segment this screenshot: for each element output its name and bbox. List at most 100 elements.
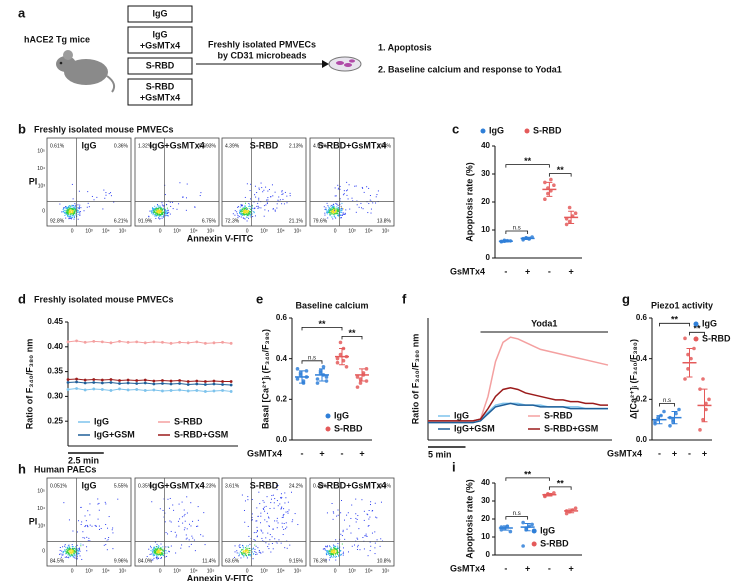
event-dot [154,541,156,543]
event-dot [245,210,247,212]
data-point [100,381,104,385]
event-dot [341,217,343,219]
event-dot [249,208,251,210]
event-dot [337,213,339,215]
x-tick-label: 0 [71,228,74,234]
event-dot [267,516,269,518]
event-dot [340,206,342,208]
data-point [364,379,369,383]
event-dot [239,212,241,214]
x-tick-label: + [568,266,573,276]
event-dot [358,528,360,530]
data-point [83,381,87,385]
event-dot [162,550,164,552]
event-dot [241,549,243,551]
event-dot [64,211,66,213]
event-dot [243,208,245,210]
event-dot [336,210,338,212]
x-tick-label: 0 [159,228,162,234]
event-dot [332,550,334,552]
quadrant-value: 5.55% [114,483,129,489]
event-dot [329,553,331,555]
y-tick-label: 0.45 [47,317,63,326]
event-dot [82,531,84,533]
event-dot [374,553,376,555]
event-dot [259,503,261,505]
event-dot [277,505,279,507]
event-dot [247,212,249,214]
event-dot [67,215,69,217]
data-point [75,387,78,390]
event-dot [164,208,166,210]
event-dot [251,513,253,515]
event-dot [163,207,165,209]
event-dot [166,555,168,557]
event-dot [232,213,234,215]
event-dot [256,530,258,532]
data-point [508,529,513,534]
y-axis-label: Ratio of F₃₄₀/F₃₈₀ nm [24,339,34,429]
event-dot [271,542,273,544]
quadrant-value: 21.1% [289,218,304,224]
event-dot [258,188,260,190]
event-dot [86,536,88,538]
y-tick-label: 0.4 [636,354,648,363]
event-dot [69,214,71,216]
event-dot [279,199,281,201]
event-dot [168,550,170,552]
event-dot [62,554,64,556]
event-dot [160,207,162,209]
event-dot [165,215,167,217]
event-dot [74,552,76,554]
series-line [67,387,232,392]
quadrant-value: 4.39% [225,143,240,149]
data-point [100,340,104,344]
event-dot [67,214,69,216]
event-dot [272,528,274,530]
event-dot [239,209,241,211]
x-tick-label: 10⁴ [365,228,373,234]
event-dot [325,553,327,555]
x-tick-label: + [672,448,677,458]
event-dot [156,208,158,210]
event-dot [337,543,339,545]
series-line [67,378,232,383]
event-dot [327,551,329,553]
event-dot [67,214,69,216]
event-dot [326,512,328,514]
event-dot [74,212,76,214]
event-dot [158,551,160,553]
event-dot [256,192,258,194]
event-dot [282,198,284,200]
quadrant-value: 10.8% [377,558,392,564]
y-tick-label: 10⁴ [37,506,45,512]
event-dot [192,537,194,539]
event-dot [74,555,76,557]
event-dot [162,214,164,216]
event-dot [160,214,162,216]
event-dot [334,207,336,209]
event-dot [240,209,242,211]
event-dot [248,215,250,217]
data-point [358,381,363,385]
event-dot [69,218,71,220]
legend-label: IgG [454,410,469,420]
quadrant-value: 92.8% [50,218,65,224]
event-dot [156,549,158,551]
event-dot [66,550,68,552]
event-dot [152,548,154,550]
event-dot [75,546,77,548]
event-dot [339,188,341,190]
event-dot [269,539,271,541]
event-dot [288,509,290,511]
event-dot [274,538,276,540]
event-dot [331,209,333,211]
data-point [338,352,343,357]
significance-bracket [659,322,690,327]
event-dot [153,547,155,549]
event-dot [247,549,249,551]
data-point [521,544,525,548]
event-dot [166,207,168,209]
event-dot [323,206,325,208]
